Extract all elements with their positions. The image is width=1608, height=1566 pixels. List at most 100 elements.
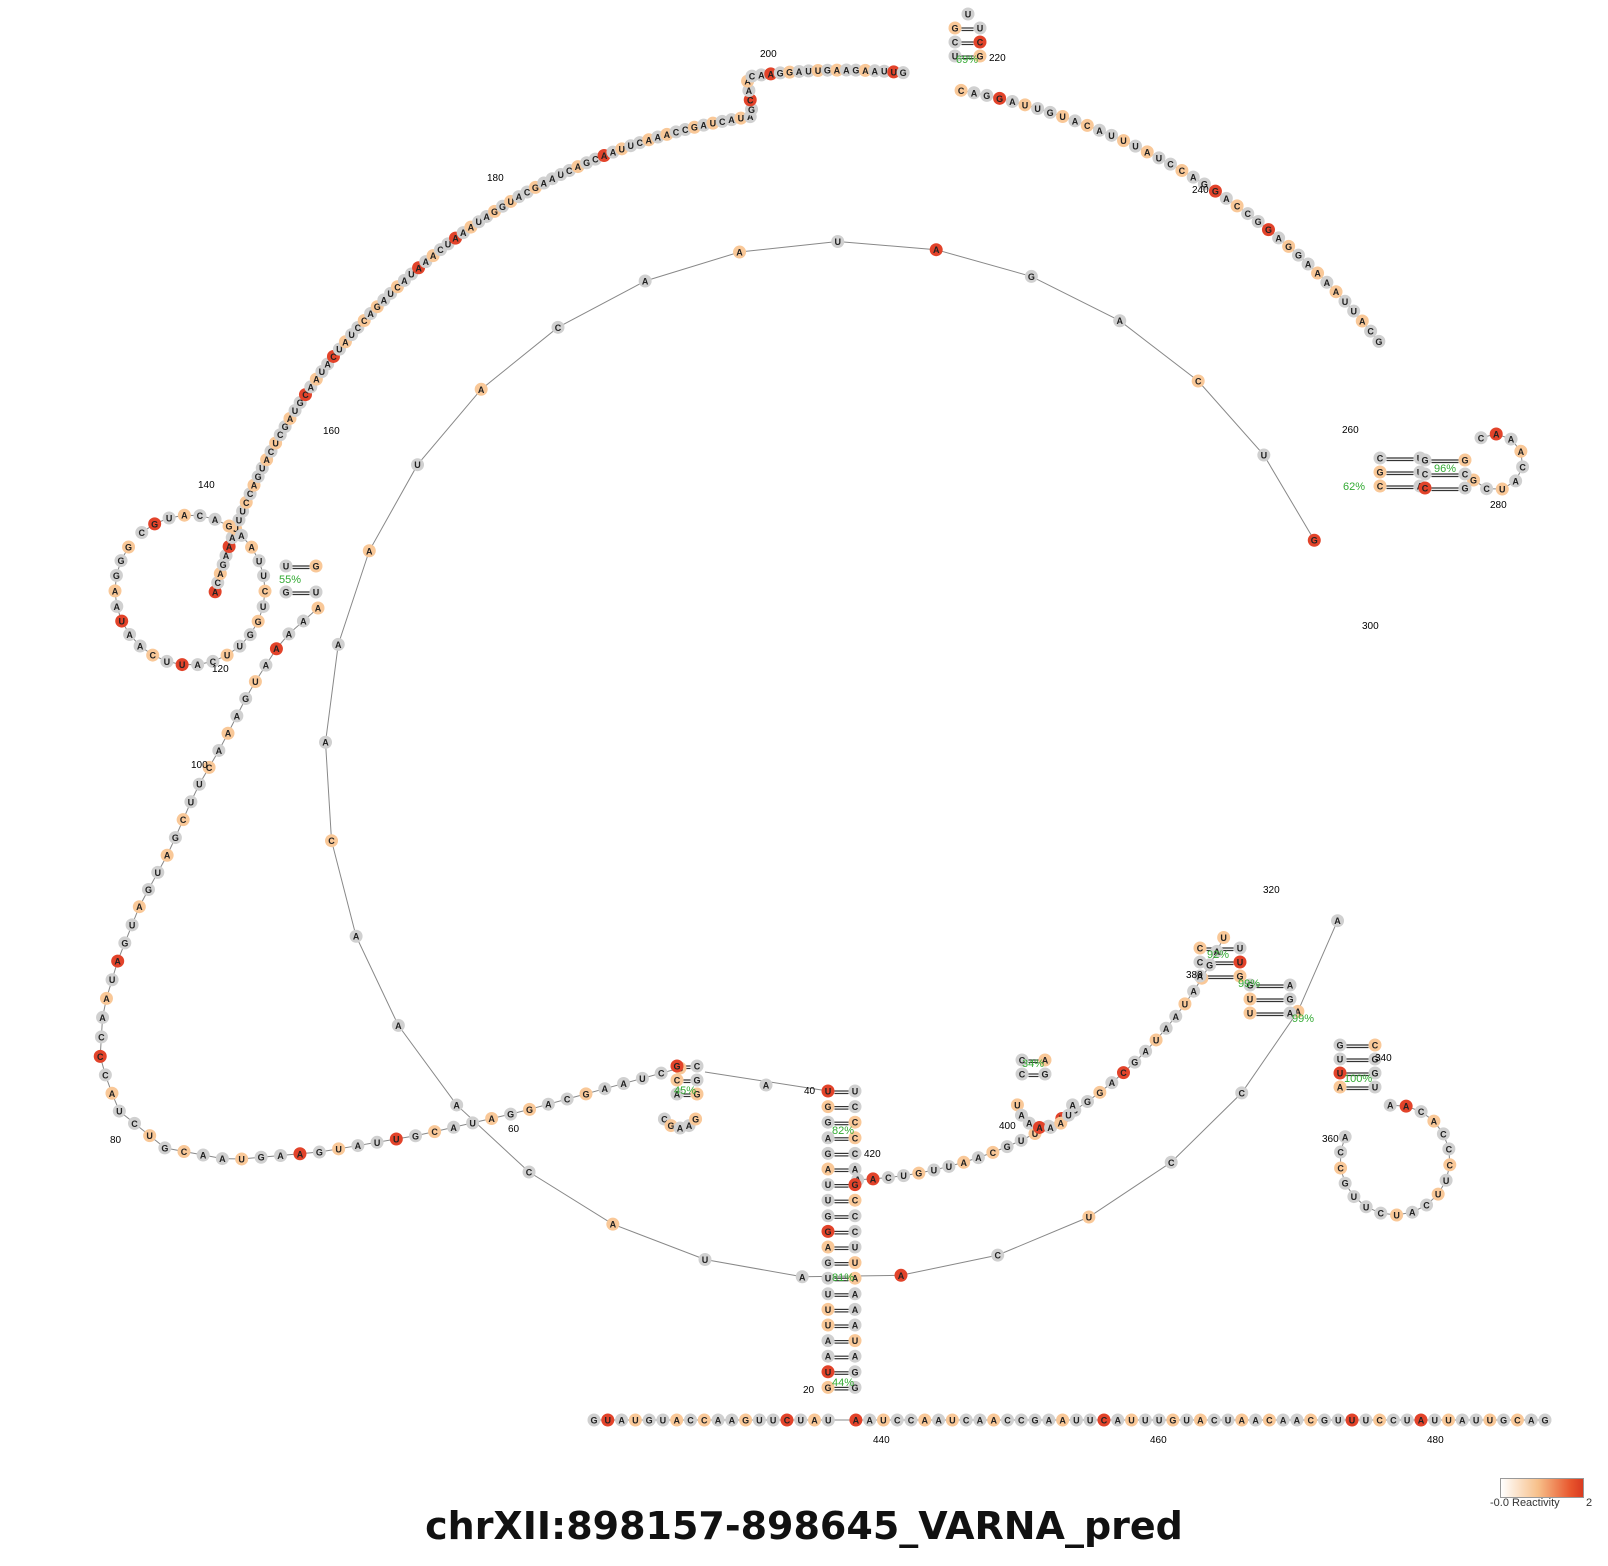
nucleotide-disc [349, 929, 363, 943]
nucleotide-letter: U [632, 1416, 639, 1426]
nucleotide-disc [993, 91, 1007, 105]
nucleotide-letter: A [686, 1121, 693, 1131]
nucleotide-disc [222, 519, 236, 533]
nucleotide-letter: C [687, 1416, 694, 1426]
nucleotide-disc [642, 1413, 656, 1427]
nucleotide-letter: A [852, 1321, 859, 1331]
nucleotide-letter: U [1443, 1176, 1450, 1186]
left-hairpin-loop-nucleotide: C [258, 584, 272, 598]
nucleotide-disc [698, 1253, 712, 1267]
nucleotide-disc [1373, 451, 1387, 465]
bottom-strand-nucleotide: A [918, 1413, 932, 1427]
nucleotide-letter: G [646, 1416, 653, 1426]
position-label: 220 [989, 53, 1006, 64]
lower-right-stem-3-right-nucleotide: C [1368, 1038, 1382, 1052]
nucleotide-disc [94, 1030, 108, 1044]
nucleotide-letter: G [777, 68, 784, 78]
nucleotide-letter: G [900, 68, 907, 78]
upper-right-arc-nucleotide: A [1320, 275, 1334, 289]
nucleotide-letter: G [247, 630, 254, 640]
nucleotide-letter: C [355, 323, 362, 333]
pair-probability-labels: 69% 62% 96% 55% 92% 99% 99% 100% 45% 34% 82% 81% 44% [279, 54, 1456, 1389]
nucleotide-letter: G [590, 1416, 597, 1426]
nucleotide-letter: A [1342, 1132, 1349, 1142]
nucleotide-letter: A [825, 1165, 832, 1175]
nucleotide-letter: G [951, 24, 958, 34]
left-hairpin-loop-nucleotide: C [146, 648, 160, 662]
nucleotide-letter: G [526, 1105, 533, 1115]
nucleotide-disc [215, 1152, 229, 1166]
nucleotide-letter: A [1114, 1416, 1121, 1426]
nucleotide-letter: U [387, 289, 394, 299]
nucleotide-letter: G [161, 1143, 168, 1153]
central-helix-left-nucleotide: U [821, 1084, 835, 1098]
central-helix-right-nucleotide: A [848, 1162, 862, 1176]
lower-right-hairpin-loop-nucleotide: A [1383, 1098, 1397, 1112]
nucleotide-letter: U [1237, 958, 1244, 968]
nucleotide-letter: G [226, 521, 233, 531]
nucleotide-disc [1458, 453, 1472, 467]
nucleotide-disc [1080, 118, 1094, 132]
central-helix-right-nucleotide: G [848, 1380, 862, 1394]
nucleotide-letter: C [1197, 958, 1204, 968]
lower-right-hairpin-loop-nucleotide: C [1442, 1142, 1456, 1156]
lower-left-arc-nucleotide: G [239, 691, 253, 705]
upper-right-arc-nucleotide: C [1230, 199, 1244, 213]
nucleotide-letter: G [824, 1383, 831, 1393]
upper-right-arc-nucleotide: C [1080, 118, 1094, 132]
lower-left-arc-nucleotide: A [99, 991, 113, 1005]
pair-probability-label: 99% [1238, 978, 1260, 990]
nucleotide-letter: G [491, 207, 498, 217]
lower-arc-nucleotide: A [1169, 1009, 1183, 1023]
right-hairpin-loop-nucleotide: A [1514, 444, 1528, 458]
nucleotide-letter: A [137, 641, 144, 651]
nucleotide-disc [1347, 1190, 1361, 1204]
nucleotide-disc [1031, 101, 1045, 115]
nucleotide-disc [1436, 1127, 1450, 1141]
nucleotide-disc [1373, 465, 1387, 479]
nucleotide-disc [1458, 481, 1472, 495]
bottom-strand-nucleotide: A [1249, 1413, 1263, 1427]
nucleotide-disc [821, 1349, 835, 1363]
central-helix-left-nucleotide: G [821, 1146, 835, 1160]
nucleotide-letter: G [851, 1180, 858, 1190]
nucleotide-disc [794, 1413, 808, 1427]
nucleotide-letter: A [834, 66, 841, 76]
right-hairpin-loop-nucleotide: A [1489, 427, 1503, 441]
position-label: 160 [323, 426, 340, 437]
nucleotide-disc [1163, 157, 1177, 171]
upper-right-arc-nucleotide: G [1251, 215, 1265, 229]
nucleotide-letter: U [639, 1074, 646, 1084]
nucleotide-disc [1374, 1206, 1388, 1220]
nucleotide-disc [948, 21, 962, 35]
nucleotide-letter: A [430, 251, 437, 261]
nucleotide-letter: G [113, 571, 120, 581]
nucleotide-letter: U [1059, 112, 1066, 122]
nucleotide-letter: U [408, 269, 415, 279]
nucleotide-letter: A [1026, 1119, 1033, 1129]
nucleotide-letter: A [355, 1141, 362, 1151]
nucleotide-disc [1418, 467, 1432, 481]
nucleotide-letter: U [1032, 1129, 1039, 1139]
nucleotide-letter: U [1086, 1213, 1093, 1223]
nucleotide-disc [233, 639, 247, 653]
nucleotide-letter: A [977, 1416, 984, 1426]
nucleotide-letter: A [971, 88, 978, 98]
lower-left-arc-nucleotide: C [560, 1092, 574, 1106]
top-hairpin-stem-left-nucleotide: G [948, 21, 962, 35]
left-hairpin-loop-nucleotide: A [208, 512, 222, 526]
nucleotide-disc [830, 63, 844, 77]
nucleotide-letter: A [866, 1416, 873, 1426]
lower-right-hairpin-loop-nucleotide: C [1374, 1206, 1388, 1220]
hairpin-45-loop-nucleotide: G [689, 1112, 703, 1126]
nucleotide-disc [269, 642, 283, 656]
nucleotide-letter: A [488, 1114, 495, 1124]
nucleotide-letter: U [852, 1087, 859, 1097]
nucleotide-disc [848, 1334, 862, 1348]
nucleotide-disc [1152, 151, 1166, 165]
nucleotide-letter: G [824, 1258, 831, 1268]
nucleotide-letter: U [1128, 1416, 1135, 1426]
left-hairpin-loop-nucleotide: G [148, 517, 162, 531]
hairpin-45-stem-left-nucleotide: A [670, 1087, 684, 1101]
nucleotide-letter: C [139, 528, 146, 538]
